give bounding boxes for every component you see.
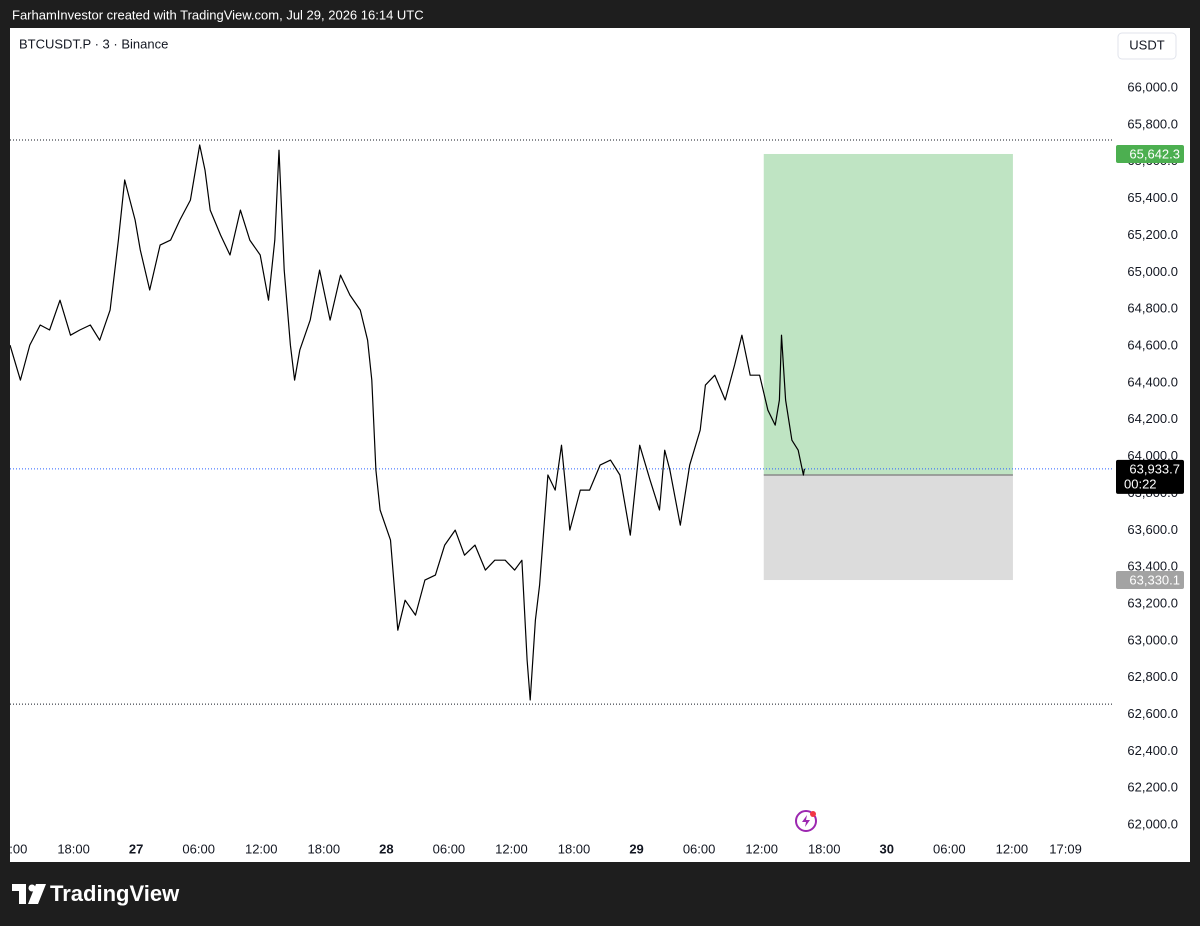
x-tick-label: 12:00 bbox=[245, 841, 278, 856]
y-tick-label: 64,200.0 bbox=[1127, 411, 1178, 426]
y-tick-label: 66,000.0 bbox=[1127, 80, 1178, 95]
plot-area bbox=[10, 139, 1113, 705]
last-price-box bbox=[1116, 459, 1184, 494]
x-tick-label: 12:00 bbox=[495, 841, 528, 856]
y-tick-label: 65,400.0 bbox=[1127, 190, 1178, 205]
currency-box[interactable] bbox=[1117, 32, 1177, 60]
logo-text: TradingView bbox=[50, 881, 180, 906]
stop-label: 63,330.1 bbox=[1129, 572, 1180, 587]
lightning-icon[interactable] bbox=[795, 810, 817, 832]
x-tick-label: 17:09 bbox=[1049, 841, 1082, 856]
y-tick-label: 65,200.0 bbox=[1127, 227, 1178, 242]
x-tick-label: 06:00 bbox=[933, 841, 966, 856]
x-tick-label: 06:00 bbox=[683, 841, 716, 856]
price-line bbox=[10, 144, 805, 701]
x-tick-label: 28 bbox=[379, 841, 393, 856]
x-tick-label: 18:00 bbox=[308, 841, 341, 856]
x-tick-label: 06:00 bbox=[182, 841, 215, 856]
y-tick-label: 65,800.0 bbox=[1127, 116, 1178, 131]
target-label: 65,642.3 bbox=[1129, 146, 1180, 161]
y-tick-label: 64,400.0 bbox=[1127, 374, 1178, 389]
y-tick-label: 64,600.0 bbox=[1127, 337, 1178, 352]
stop-box bbox=[1116, 571, 1184, 590]
x-tick-label: 30 bbox=[880, 841, 894, 856]
y-tick-label: 64,000.0 bbox=[1127, 448, 1178, 463]
y-tick-label: 63,600.0 bbox=[1127, 522, 1178, 537]
x-tick-label: 18:00 bbox=[57, 841, 90, 856]
price-axis: 62,000.0 62,200.0 62,400.0 62,600.0 62,800.0… bbox=[1116, 80, 1184, 832]
x-tick-label: 27 bbox=[129, 841, 143, 856]
x-tick-label: 12:00 bbox=[745, 841, 778, 856]
chart-panel bbox=[10, 28, 1190, 862]
profit-zone bbox=[763, 153, 1013, 476]
currency[interactable]: USDT bbox=[1129, 37, 1164, 52]
x-tick-label: 18:00 bbox=[558, 841, 591, 856]
y-tick-label: 62,200.0 bbox=[1127, 780, 1178, 795]
y-tick-label: 62,600.0 bbox=[1127, 706, 1178, 721]
y-tick-label: 63,400.0 bbox=[1127, 559, 1178, 574]
target-box bbox=[1116, 144, 1184, 163]
last-price-label: 63,933.7 bbox=[1129, 461, 1180, 476]
symbol-title: BTCUSDT.P · 3 · Binance bbox=[19, 36, 168, 51]
y-tick-label: 62,000.0 bbox=[1127, 817, 1178, 832]
x-tick-label: 12:00 bbox=[996, 841, 1029, 856]
y-tick-label: 62,400.0 bbox=[1127, 743, 1178, 758]
tradingview-logo-icon bbox=[12, 884, 46, 904]
x-tick-label: 06:00 bbox=[433, 841, 466, 856]
attribution: FarhamInvestor created with TradingView.… bbox=[12, 7, 424, 22]
y-tick-label: 62,800.0 bbox=[1127, 669, 1178, 684]
y-tick-label: 65,000.0 bbox=[1127, 264, 1178, 279]
time-axis: 00:00 18:00 27 06:00 12:00 18:00 28 06:00 12:00 1… bbox=[0, 841, 1082, 856]
y-tick-label: 64,800.0 bbox=[1127, 301, 1178, 316]
y-tick-label: 63,200.0 bbox=[1127, 595, 1178, 610]
x-tick-label: 00:00 bbox=[0, 841, 27, 856]
x-tick-label: 18:00 bbox=[808, 841, 841, 856]
y-tick-label: 63,000.0 bbox=[1127, 632, 1178, 647]
countdown: 00:22 bbox=[1124, 476, 1157, 491]
loss-zone bbox=[763, 475, 1013, 581]
x-tick-label: 29 bbox=[629, 841, 643, 856]
